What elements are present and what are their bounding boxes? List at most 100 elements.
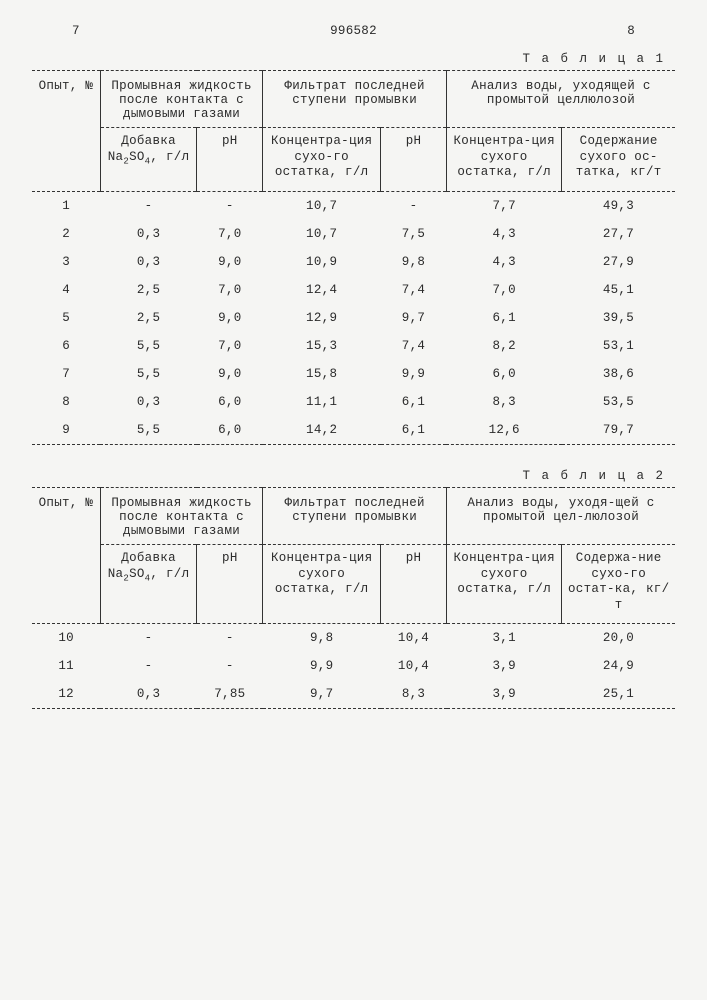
cell-n: 4 [32,276,100,304]
cell-b1: 9,7 [263,680,381,709]
table2: Опыт, № Промывная жидкость после контакт… [32,487,675,710]
cell-c2: 27,7 [562,220,675,248]
page-header: 7 996582 8 [72,24,635,38]
cell-c1: 6,1 [446,304,561,332]
cell-b2: 9,9 [381,360,447,388]
table-row: 10--9,810,43,120,0 [32,624,675,653]
th-c2: Содержание сухого ос-татка, кг/т [562,128,675,192]
th-a2: pH [197,544,263,624]
table-row: 120,37,859,78,33,925,1 [32,680,675,709]
table1-caption: Т а б л и ц а 1 [32,52,665,66]
table-row: 95,56,014,26,112,679,7 [32,416,675,445]
cell-n: 5 [32,304,100,332]
cell-a1: 2,5 [100,276,197,304]
cell-n: 1 [32,191,100,220]
th-groupA: Промывная жидкость после контакта с дымо… [100,487,263,544]
th-a1: Добавка Na2SO4, г/л [100,544,197,624]
cell-c2: 20,0 [562,624,675,653]
cell-a1: - [100,191,197,220]
cell-c2: 24,9 [562,652,675,680]
cell-b1: 10,7 [263,220,381,248]
cell-a2: 6,0 [197,388,263,416]
cell-b2: 6,1 [381,388,447,416]
cell-a2: 7,0 [197,332,263,360]
cell-c1: 6,0 [446,360,561,388]
cell-c1: 7,7 [446,191,561,220]
cell-a1: 0,3 [100,388,197,416]
table-row: 20,37,010,77,54,327,7 [32,220,675,248]
cell-c2: 53,5 [562,388,675,416]
cell-c2: 79,7 [562,416,675,445]
cell-a2: 9,0 [197,360,263,388]
cell-c1: 7,0 [446,276,561,304]
cell-c2: 38,6 [562,360,675,388]
cell-b2: 9,7 [381,304,447,332]
cell-c2: 49,3 [562,191,675,220]
cell-n: 3 [32,248,100,276]
cell-b1: 15,8 [263,360,381,388]
cell-n: 6 [32,332,100,360]
cell-a2: 6,0 [197,416,263,445]
table-row: 80,36,011,16,18,353,5 [32,388,675,416]
cell-a1: 5,5 [100,332,197,360]
cell-c2: 45,1 [562,276,675,304]
cell-b1: 14,2 [263,416,381,445]
table-row: 30,39,010,99,84,327,9 [32,248,675,276]
cell-b2: 7,4 [381,332,447,360]
cell-b1: 9,9 [263,652,381,680]
cell-n: 11 [32,652,100,680]
th-b2: pH [381,544,447,624]
cell-c2: 53,1 [562,332,675,360]
table2-caption: Т а б л и ц а 2 [32,469,665,483]
cell-a1: 0,3 [100,220,197,248]
cell-a2: 7,85 [197,680,263,709]
cell-c1: 8,3 [446,388,561,416]
th-c1: Концентра-ция сухого остатка, г/л [446,128,561,192]
th-opyt: Опыт, № [32,71,100,192]
th-groupA: Промывная жидкость после контакта с дымо… [100,71,262,128]
cell-c1: 4,3 [446,220,561,248]
page-doc-number: 996582 [330,24,377,38]
th-c1: Концентра-ция сухого остатка, г/л [447,544,562,624]
table1: Опыт, № Промывная жидкость после контакт… [32,70,675,445]
cell-b2: - [381,191,447,220]
table-row: 65,57,015,37,48,253,1 [32,332,675,360]
table-row: 1--10,7-7,749,3 [32,191,675,220]
cell-b1: 9,8 [263,624,381,653]
cell-a1: 2,5 [100,304,197,332]
cell-c2: 39,5 [562,304,675,332]
cell-a2: - [197,191,263,220]
th-b1: Концентра-ция сухого остатка, г/л [263,544,381,624]
cell-b1: 12,9 [263,304,381,332]
cell-c1: 4,3 [446,248,561,276]
cell-c2: 25,1 [562,680,675,709]
cell-a1: 5,5 [100,416,197,445]
table-row: 75,59,015,89,96,038,6 [32,360,675,388]
cell-n: 10 [32,624,100,653]
th-c2: Содержа-ние сухо-го остат-ка, кг/т [562,544,675,624]
cell-n: 7 [32,360,100,388]
th-groupB: Фильтрат последней ступени промывки [263,71,447,128]
cell-a2: - [197,624,263,653]
th-groupC: Анализ воды, уходя-щей с промытой цел-лю… [447,487,676,544]
cell-a1: - [100,652,197,680]
cell-a2: - [197,652,263,680]
th-a1: Добавка Na2SO4, г/л [100,128,197,192]
page-num-left: 7 [72,24,80,38]
cell-b1: 15,3 [263,332,381,360]
th-groupB: Фильтрат последней ступени промывки [263,487,447,544]
th-opyt: Опыт, № [32,487,100,624]
cell-a1: - [100,624,197,653]
cell-a1: 5,5 [100,360,197,388]
cell-c1: 12,6 [446,416,561,445]
table-row: 42,57,012,47,47,045,1 [32,276,675,304]
cell-b2: 6,1 [381,416,447,445]
th-b1: Концентра-ция сухо-го остатка, г/л [263,128,381,192]
th-b2: pH [381,128,447,192]
cell-c1: 3,1 [447,624,562,653]
cell-b1: 11,1 [263,388,381,416]
cell-a2: 7,0 [197,276,263,304]
cell-b1: 12,4 [263,276,381,304]
cell-b2: 10,4 [381,624,447,653]
th-groupC: Анализ воды, уходящей с промытой целлюло… [446,71,675,128]
